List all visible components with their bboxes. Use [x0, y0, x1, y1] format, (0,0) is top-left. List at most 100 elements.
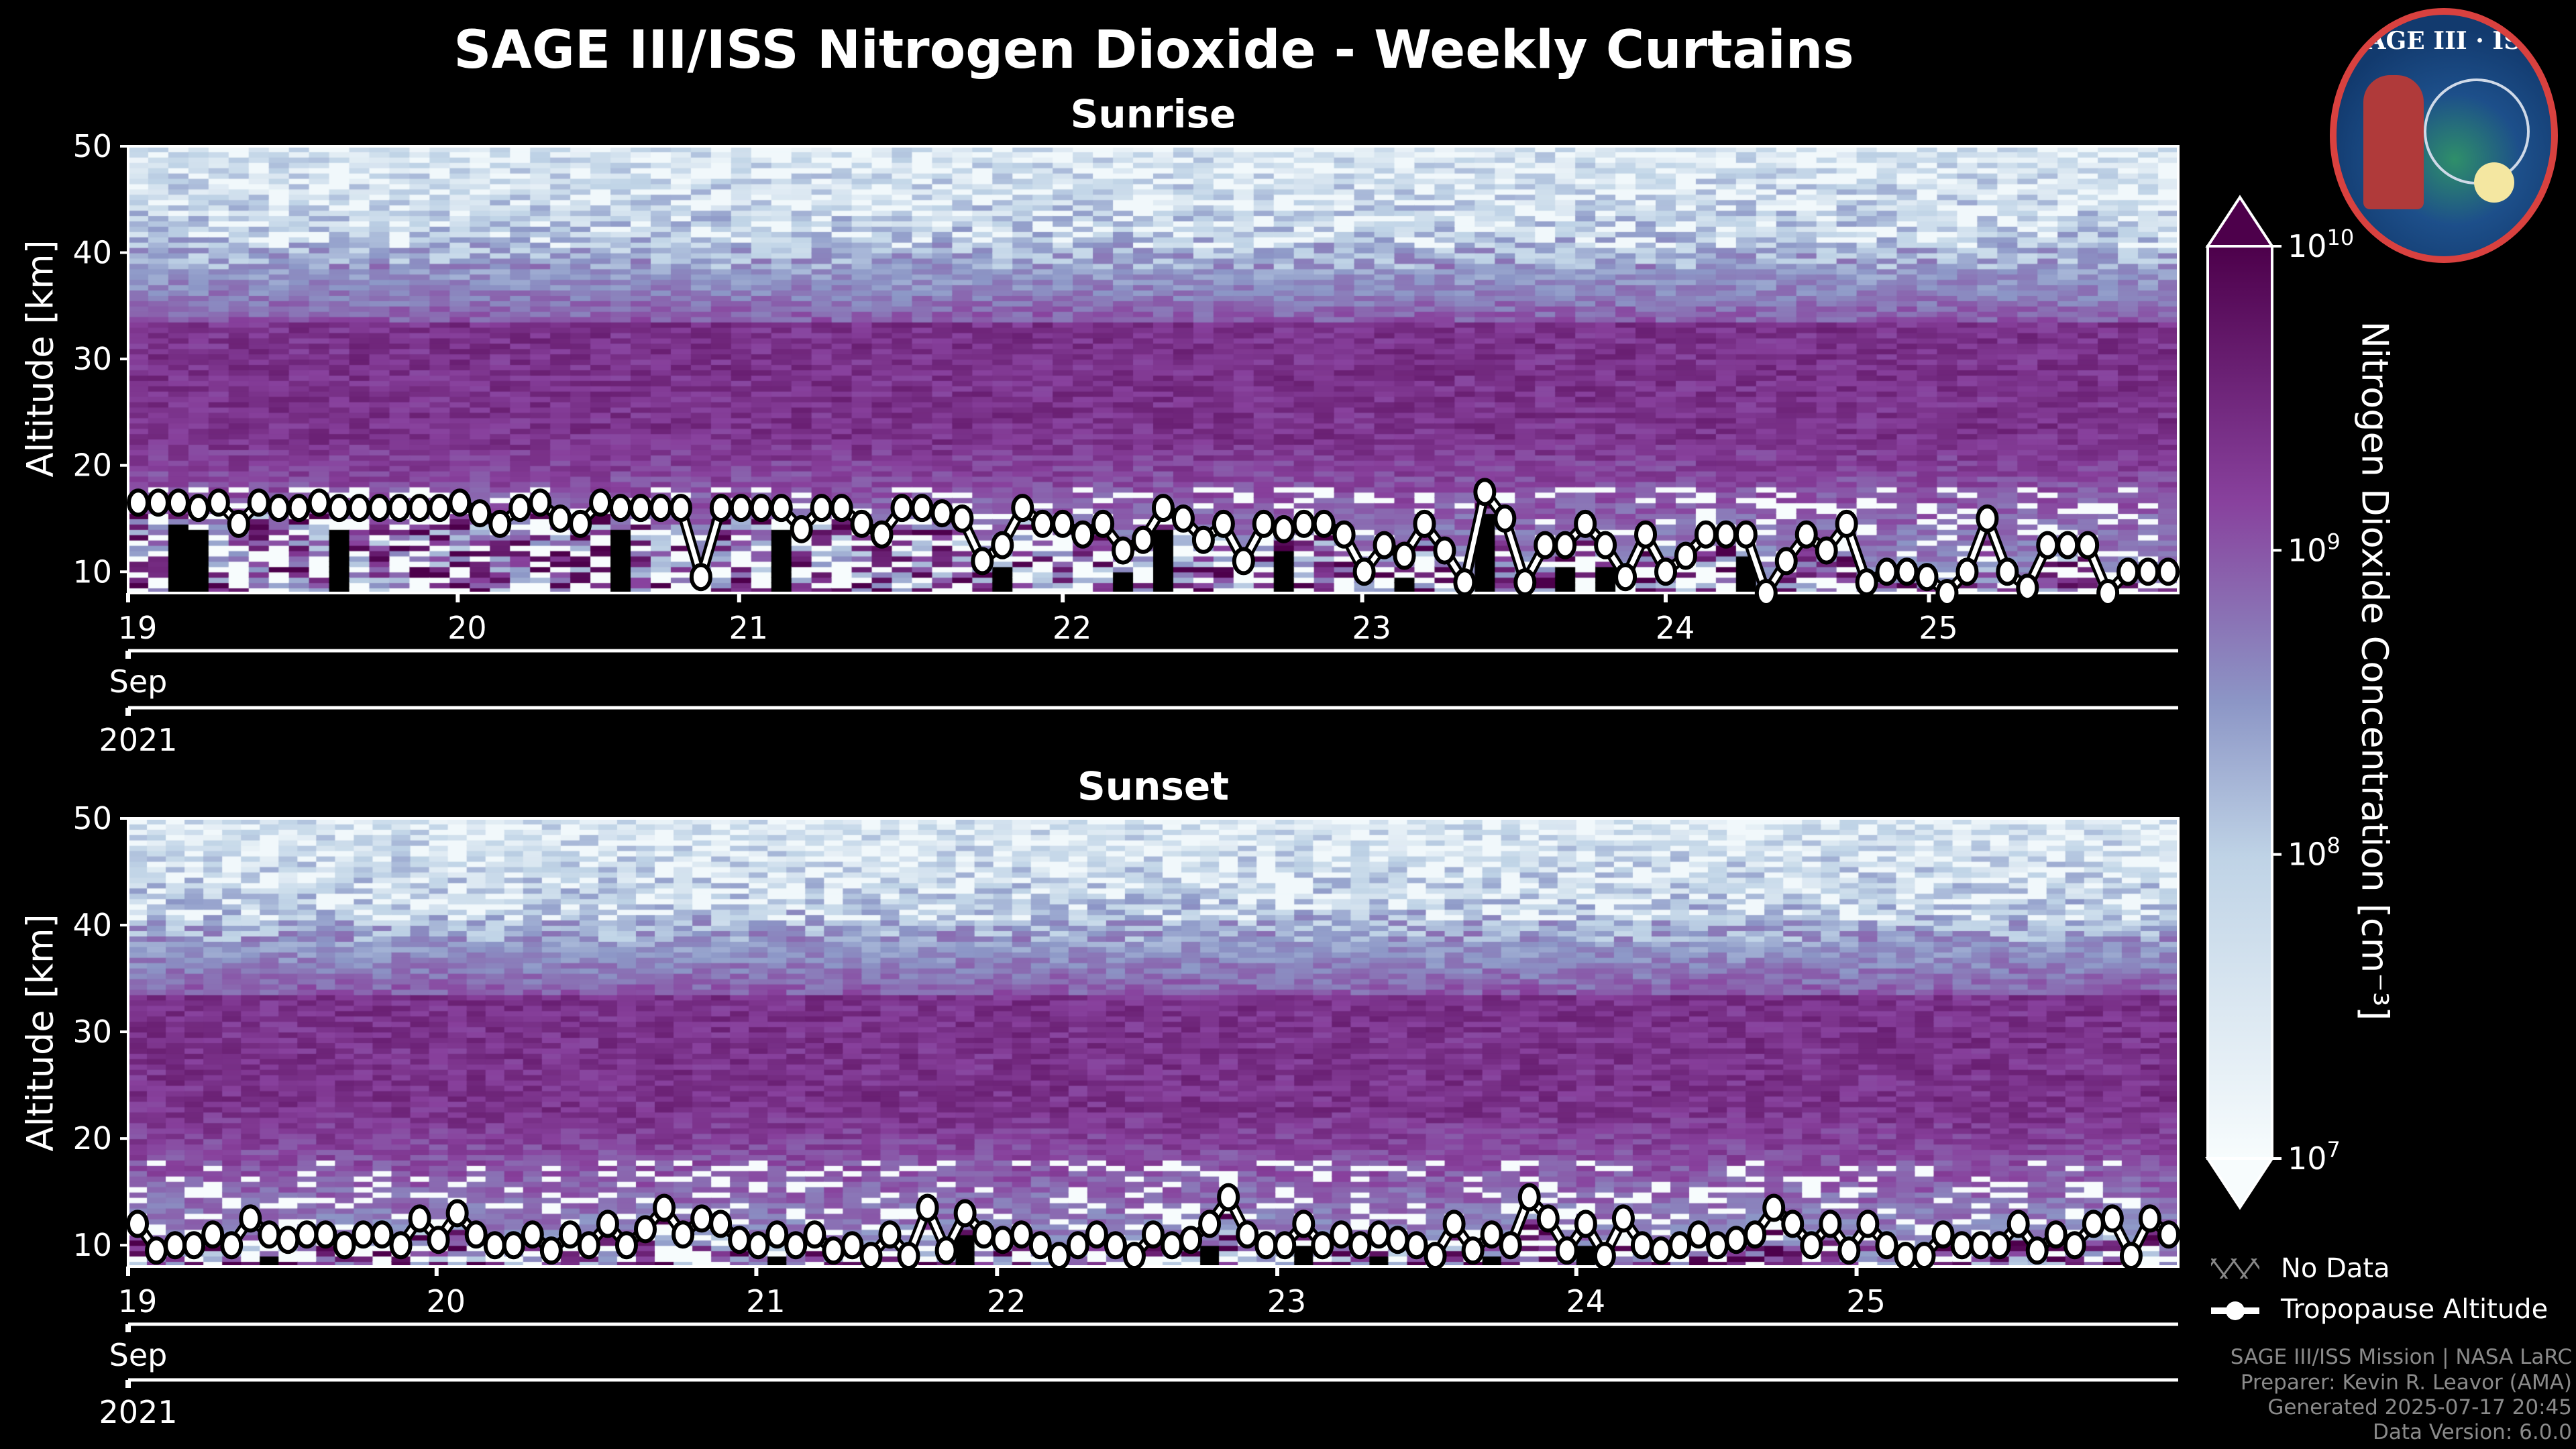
tropopause-point	[1433, 536, 1456, 565]
y-tick-label: 20	[72, 1120, 112, 1157]
tropopause-point	[201, 1220, 225, 1249]
tropopause-point	[2116, 557, 2140, 586]
y-tick-label: 30	[72, 341, 112, 377]
tropopause-point	[634, 1215, 657, 1244]
plot-frame	[127, 145, 2180, 594]
y-tick-label: 50	[72, 800, 112, 837]
tropopause-point	[1988, 1231, 2011, 1260]
tropopause-point	[166, 488, 190, 517]
tropopause-point	[709, 1210, 733, 1238]
tropopause-point	[1856, 1210, 1880, 1238]
tropopause-point	[1254, 1231, 1278, 1260]
tropopause-point	[810, 494, 833, 523]
tropopause-point	[2016, 574, 2039, 602]
tropopause-point	[145, 1236, 168, 1265]
tropopause-point	[1794, 520, 1818, 549]
footer-mission: SAGE III/ISS Mission | NASA LaRC	[2230, 1345, 2572, 1369]
tropopause-point	[1367, 1220, 1391, 1249]
tropopause-point	[577, 1231, 600, 1260]
tropopause-point	[1091, 509, 1115, 538]
plot-frame	[127, 817, 2180, 1268]
tropopause-point	[1774, 547, 1798, 576]
tropopause-point	[930, 499, 954, 528]
tropopause-point	[1010, 1220, 1033, 1249]
y-tick-label: 30	[72, 1014, 112, 1050]
tropopause-point	[1161, 1231, 1184, 1260]
tropopause-point	[1373, 531, 1396, 559]
tropopause-point	[1668, 1231, 1692, 1260]
tropopause-point	[1855, 568, 1878, 597]
tropopause-point	[672, 1220, 695, 1249]
tropopause-point	[2100, 1204, 2124, 1233]
tropopause-point	[2063, 1231, 2086, 1260]
tropopause-point	[569, 509, 592, 538]
tropopause-point	[1687, 1220, 1711, 1249]
tropopause-point	[1031, 509, 1055, 538]
x-tick-label-day: 19	[118, 610, 158, 646]
footer-preparer: Preparer: Kevin R. Leavor (AMA)	[2240, 1371, 2572, 1395]
tropopause-point	[1706, 1231, 1729, 1260]
x-tick-label-day: 24	[1566, 1283, 1606, 1320]
tropopause-point	[629, 494, 652, 523]
tropopause-point	[1332, 520, 1356, 549]
tropopause-point	[1104, 1231, 1127, 1260]
tropopause-point	[549, 504, 572, 533]
tropopause-point	[589, 488, 612, 517]
tropopause-point	[1348, 1231, 1372, 1260]
tropopause-point	[1386, 1226, 1409, 1254]
tropopause-point	[709, 494, 733, 523]
tropopause-point	[521, 1220, 544, 1249]
tropopause-point	[1461, 1236, 1485, 1265]
tropopause-point	[1875, 557, 1898, 586]
tropopause-point	[1815, 536, 1838, 565]
tropopause-point	[1835, 509, 1858, 538]
tropopause-point	[728, 1226, 751, 1254]
month-label: Sep	[109, 663, 168, 700]
tropopause-point	[1330, 1220, 1353, 1249]
tropopause-point	[2157, 557, 2180, 586]
tropopause-point	[368, 494, 391, 523]
tropopause-point	[1674, 541, 1697, 570]
tropopause-point	[649, 494, 672, 523]
sunset-curtain-heatmap	[128, 818, 2178, 1267]
tropopause-point	[370, 1220, 394, 1249]
tropopause-point	[2006, 1210, 2030, 1238]
tropopause-point	[830, 494, 853, 523]
tropopause-point	[1179, 1226, 1203, 1254]
tropopause-point	[2096, 579, 2120, 607]
tropopause-point	[1996, 557, 2019, 586]
tropopause-point	[287, 494, 311, 523]
tropopause-point	[991, 531, 1014, 559]
y-tick-label: 20	[72, 447, 112, 484]
tropopause-point	[1272, 515, 1295, 543]
tropopause-point	[1252, 509, 1275, 538]
tropopause-point	[1630, 1231, 1654, 1260]
tropopause-point	[468, 499, 492, 528]
tropopause-point	[971, 547, 994, 576]
legend-tropopause-swatch	[2211, 1301, 2259, 1320]
tropopause-point	[388, 494, 411, 523]
tropopause-point	[1011, 494, 1034, 523]
tropopause-point	[1217, 1183, 1240, 1212]
tropopause-point	[1517, 1183, 1541, 1212]
tropopause-point	[2025, 1236, 2049, 1265]
tropopause-point	[1393, 541, 1416, 570]
tropopause-point	[749, 494, 773, 523]
tropopause-point	[428, 494, 451, 523]
tropopause-point	[508, 494, 532, 523]
y-tick-label: 40	[72, 907, 112, 943]
tropopause-point	[220, 1231, 244, 1260]
x-tick-label-day: 22	[1053, 610, 1092, 646]
tropopause-point	[295, 1220, 319, 1249]
tropopause-point	[1649, 1236, 1672, 1265]
tropopause-point	[529, 488, 552, 517]
y-tick-label: 50	[72, 128, 112, 164]
sunrise-y-axis-label: Altitude [km]	[19, 239, 62, 478]
tropopause-point	[1232, 547, 1255, 576]
tropopause-point	[1976, 504, 1999, 533]
tropopause-point	[1950, 1231, 1974, 1260]
tropopause-point	[539, 1236, 563, 1265]
tropopause-point	[1593, 1242, 1616, 1271]
logo-text: SAGE III · ISS	[2349, 27, 2538, 55]
tropopause-point	[653, 1193, 676, 1222]
